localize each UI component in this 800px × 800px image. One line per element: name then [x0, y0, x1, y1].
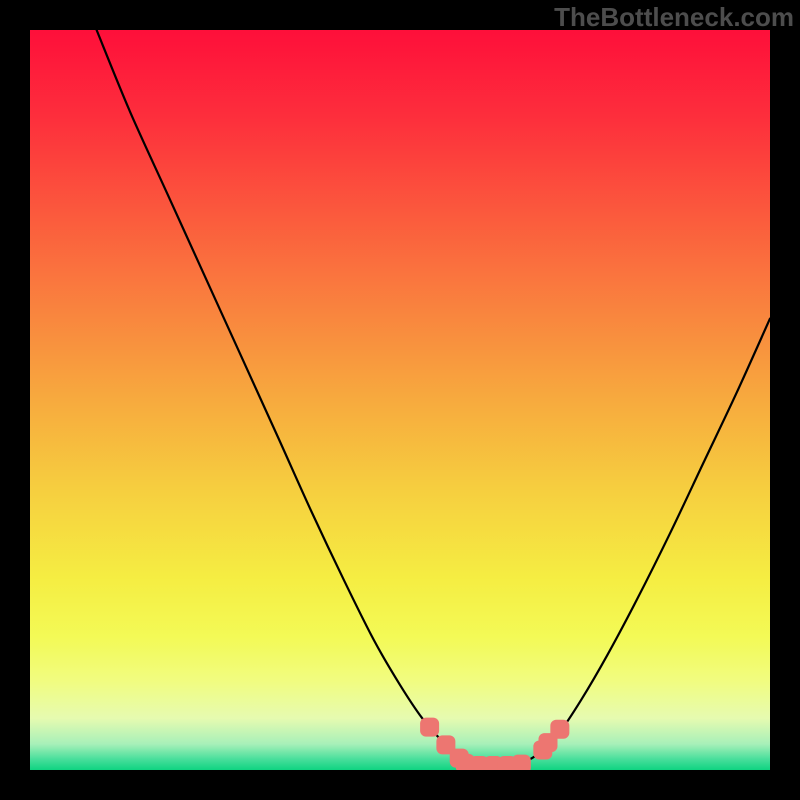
bottleneck-curve [97, 30, 486, 765]
watermark-text: TheBottleneck.com [554, 2, 794, 33]
data-marker [420, 718, 439, 737]
data-marker [550, 720, 569, 739]
bottleneck-curve [485, 319, 770, 765]
data-marker [512, 755, 531, 774]
chart-svg [0, 0, 800, 800]
chart-frame: TheBottleneck.com [0, 0, 800, 800]
